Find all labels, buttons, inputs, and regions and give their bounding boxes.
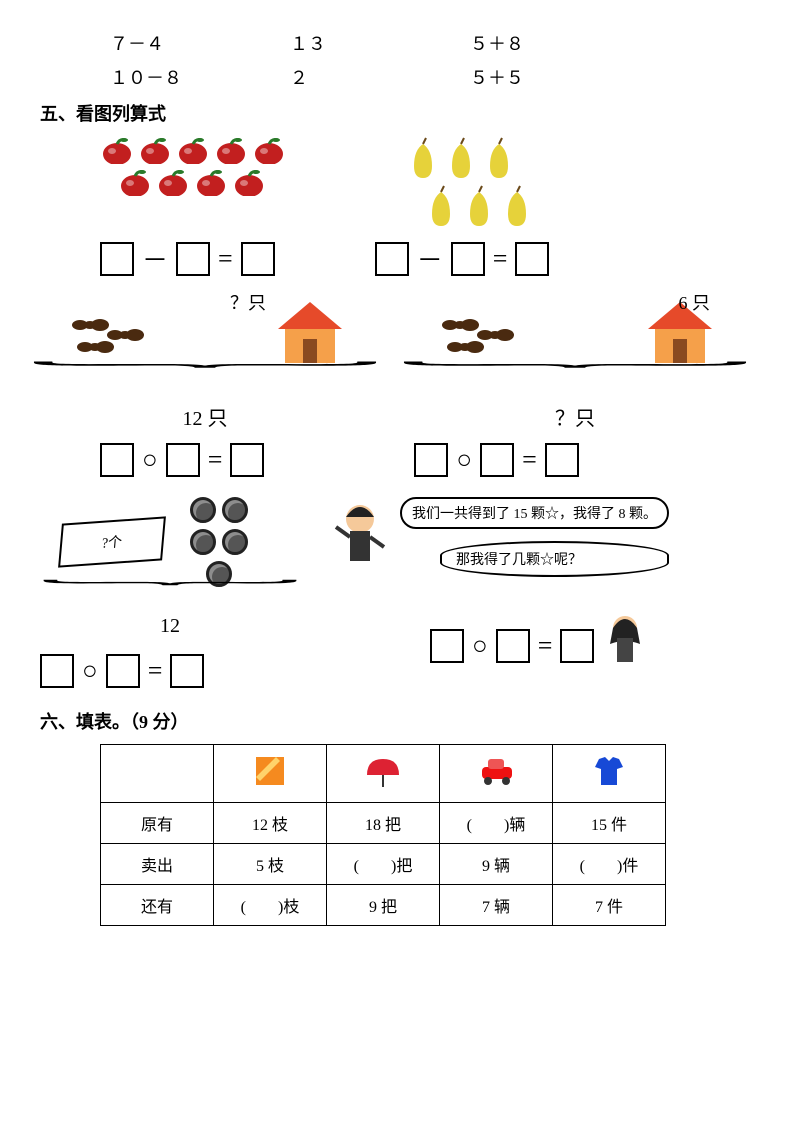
equation-ants-1: ○ = [100, 443, 264, 477]
row-5: ?个 ︸ 12 ○ = 我们一共得到了 15 颗☆，我得了 8 颗。 那我得了几… [40, 497, 760, 688]
dots-icon [184, 497, 254, 587]
equals-op: = [493, 244, 508, 274]
cell[interactable]: 12 枝 [214, 803, 327, 844]
table-row: 原有 12 枝 18 把 ( )辆 15 件 [101, 803, 666, 844]
answer-box[interactable] [414, 443, 448, 477]
girl-icon [600, 608, 650, 683]
cell[interactable]: 7 件 [553, 885, 666, 926]
answer-box[interactable] [480, 443, 514, 477]
minus-op: － [417, 240, 443, 277]
answer-box[interactable] [230, 443, 264, 477]
ant-block-2: 6 只 ︸ ？只 [410, 297, 740, 431]
answer-box[interactable] [170, 654, 204, 688]
answer-box[interactable] [451, 242, 485, 276]
speech-bubble: 我们一共得到了 15 颗☆，我得了 8 颗。 [400, 497, 669, 529]
equals-op: = [522, 445, 537, 475]
circle-op: ○ [142, 445, 158, 475]
answer-box[interactable] [560, 629, 594, 663]
equation-pears: － = [375, 240, 550, 277]
circle-op: ○ [472, 631, 488, 661]
equals-op: = [218, 244, 233, 274]
brace-label: ？只 [410, 402, 740, 431]
brace-icon: ︸ [0, 373, 800, 382]
cell[interactable]: 5 枝 [214, 844, 327, 885]
cell[interactable]: ( )件 [553, 844, 666, 885]
brace-label: 12 只 [40, 402, 370, 431]
eq: ５＋５ [470, 64, 650, 90]
icon-cell-umbrella [327, 745, 440, 803]
row-header: 还有 [101, 885, 214, 926]
section-5-title: 五、看图列算式 [40, 100, 760, 126]
cell[interactable]: 9 辆 [440, 844, 553, 885]
cell[interactable]: 15 件 [553, 803, 666, 844]
question-label: ？只 [230, 289, 266, 315]
answer-box[interactable] [241, 242, 275, 276]
circle-op: ○ [456, 445, 472, 475]
equation-rect-dots: ○ = [40, 654, 300, 688]
icon-cell-car [440, 745, 553, 803]
equals-op: = [208, 445, 223, 475]
table-row: 还有 ( )枝 9 把 7 辆 7 件 [101, 885, 666, 926]
answer-box[interactable] [40, 654, 74, 688]
row-header: 原有 [101, 803, 214, 844]
equation-stars: ○ = [430, 629, 594, 663]
equation-ants-2: ○ = [414, 443, 578, 477]
table-row: 卖出 5 枝 ( )把 9 辆 ( )件 [101, 844, 666, 885]
cell[interactable]: ( )辆 [440, 803, 553, 844]
brace-label: 12 [40, 615, 300, 638]
eq: １３ [290, 30, 470, 56]
answer-box[interactable] [545, 443, 579, 477]
boy-icon [330, 497, 390, 592]
equals-op: = [148, 656, 163, 686]
row-header: 卖出 [101, 844, 214, 885]
eq: ５＋８ [470, 30, 650, 56]
ant-block-1: ？只 ︸ 12 只 [40, 297, 370, 431]
answer-box[interactable] [430, 629, 464, 663]
table-row [101, 745, 666, 803]
eq: ７－４ [110, 30, 290, 56]
answer-box[interactable] [166, 443, 200, 477]
cell[interactable]: 9 把 [327, 885, 440, 926]
stars-dialogue-block: 我们一共得到了 15 颗☆，我得了 8 颗。 那我得了几颗☆呢？ ○ = [330, 497, 750, 683]
answer-box[interactable] [176, 242, 210, 276]
pears-group [406, 136, 534, 228]
rect-dots-block: ?个 ︸ 12 ○ = [40, 497, 300, 688]
cell[interactable]: 18 把 [327, 803, 440, 844]
equation-row-2: １０－８ ２ ５＋５ [110, 64, 760, 90]
cell[interactable]: ( )枝 [214, 885, 327, 926]
apples-group [100, 136, 286, 228]
unknown-label: ?个 [101, 531, 123, 552]
answer-box[interactable] [375, 242, 409, 276]
fruits-row [100, 136, 760, 228]
equals-op: = [538, 631, 553, 661]
equation-apples: － = [100, 240, 275, 277]
section-6-title: 六、填表。（9 分） [40, 708, 760, 734]
eq: ２ [290, 64, 470, 90]
cell[interactable]: ( )把 [327, 844, 440, 885]
eq: １０－８ [110, 64, 290, 90]
minus-op: － [142, 240, 168, 277]
header-cell [101, 745, 214, 803]
thought-bubble: 那我得了几颗☆呢？ [440, 541, 669, 577]
ants-row: ？只 ︸ 12 只 6 只 ︸ ？只 [40, 297, 760, 431]
answer-box[interactable] [515, 242, 549, 276]
circle-op: ○ [82, 656, 98, 686]
icon-cell-pencil [214, 745, 327, 803]
answer-box[interactable] [100, 242, 134, 276]
count-label: 6 只 [679, 289, 711, 315]
cell[interactable]: 7 辆 [440, 885, 553, 926]
fill-table: 原有 12 枝 18 把 ( )辆 15 件 卖出 5 枝 ( )把 9 辆 (… [100, 744, 666, 926]
answer-box[interactable] [106, 654, 140, 688]
answer-box[interactable] [496, 629, 530, 663]
answer-box[interactable] [100, 443, 134, 477]
unknown-box: ?个 [58, 516, 166, 567]
icon-cell-shirt [553, 745, 666, 803]
equation-row-1: ７－４ １３ ５＋８ [110, 30, 760, 56]
